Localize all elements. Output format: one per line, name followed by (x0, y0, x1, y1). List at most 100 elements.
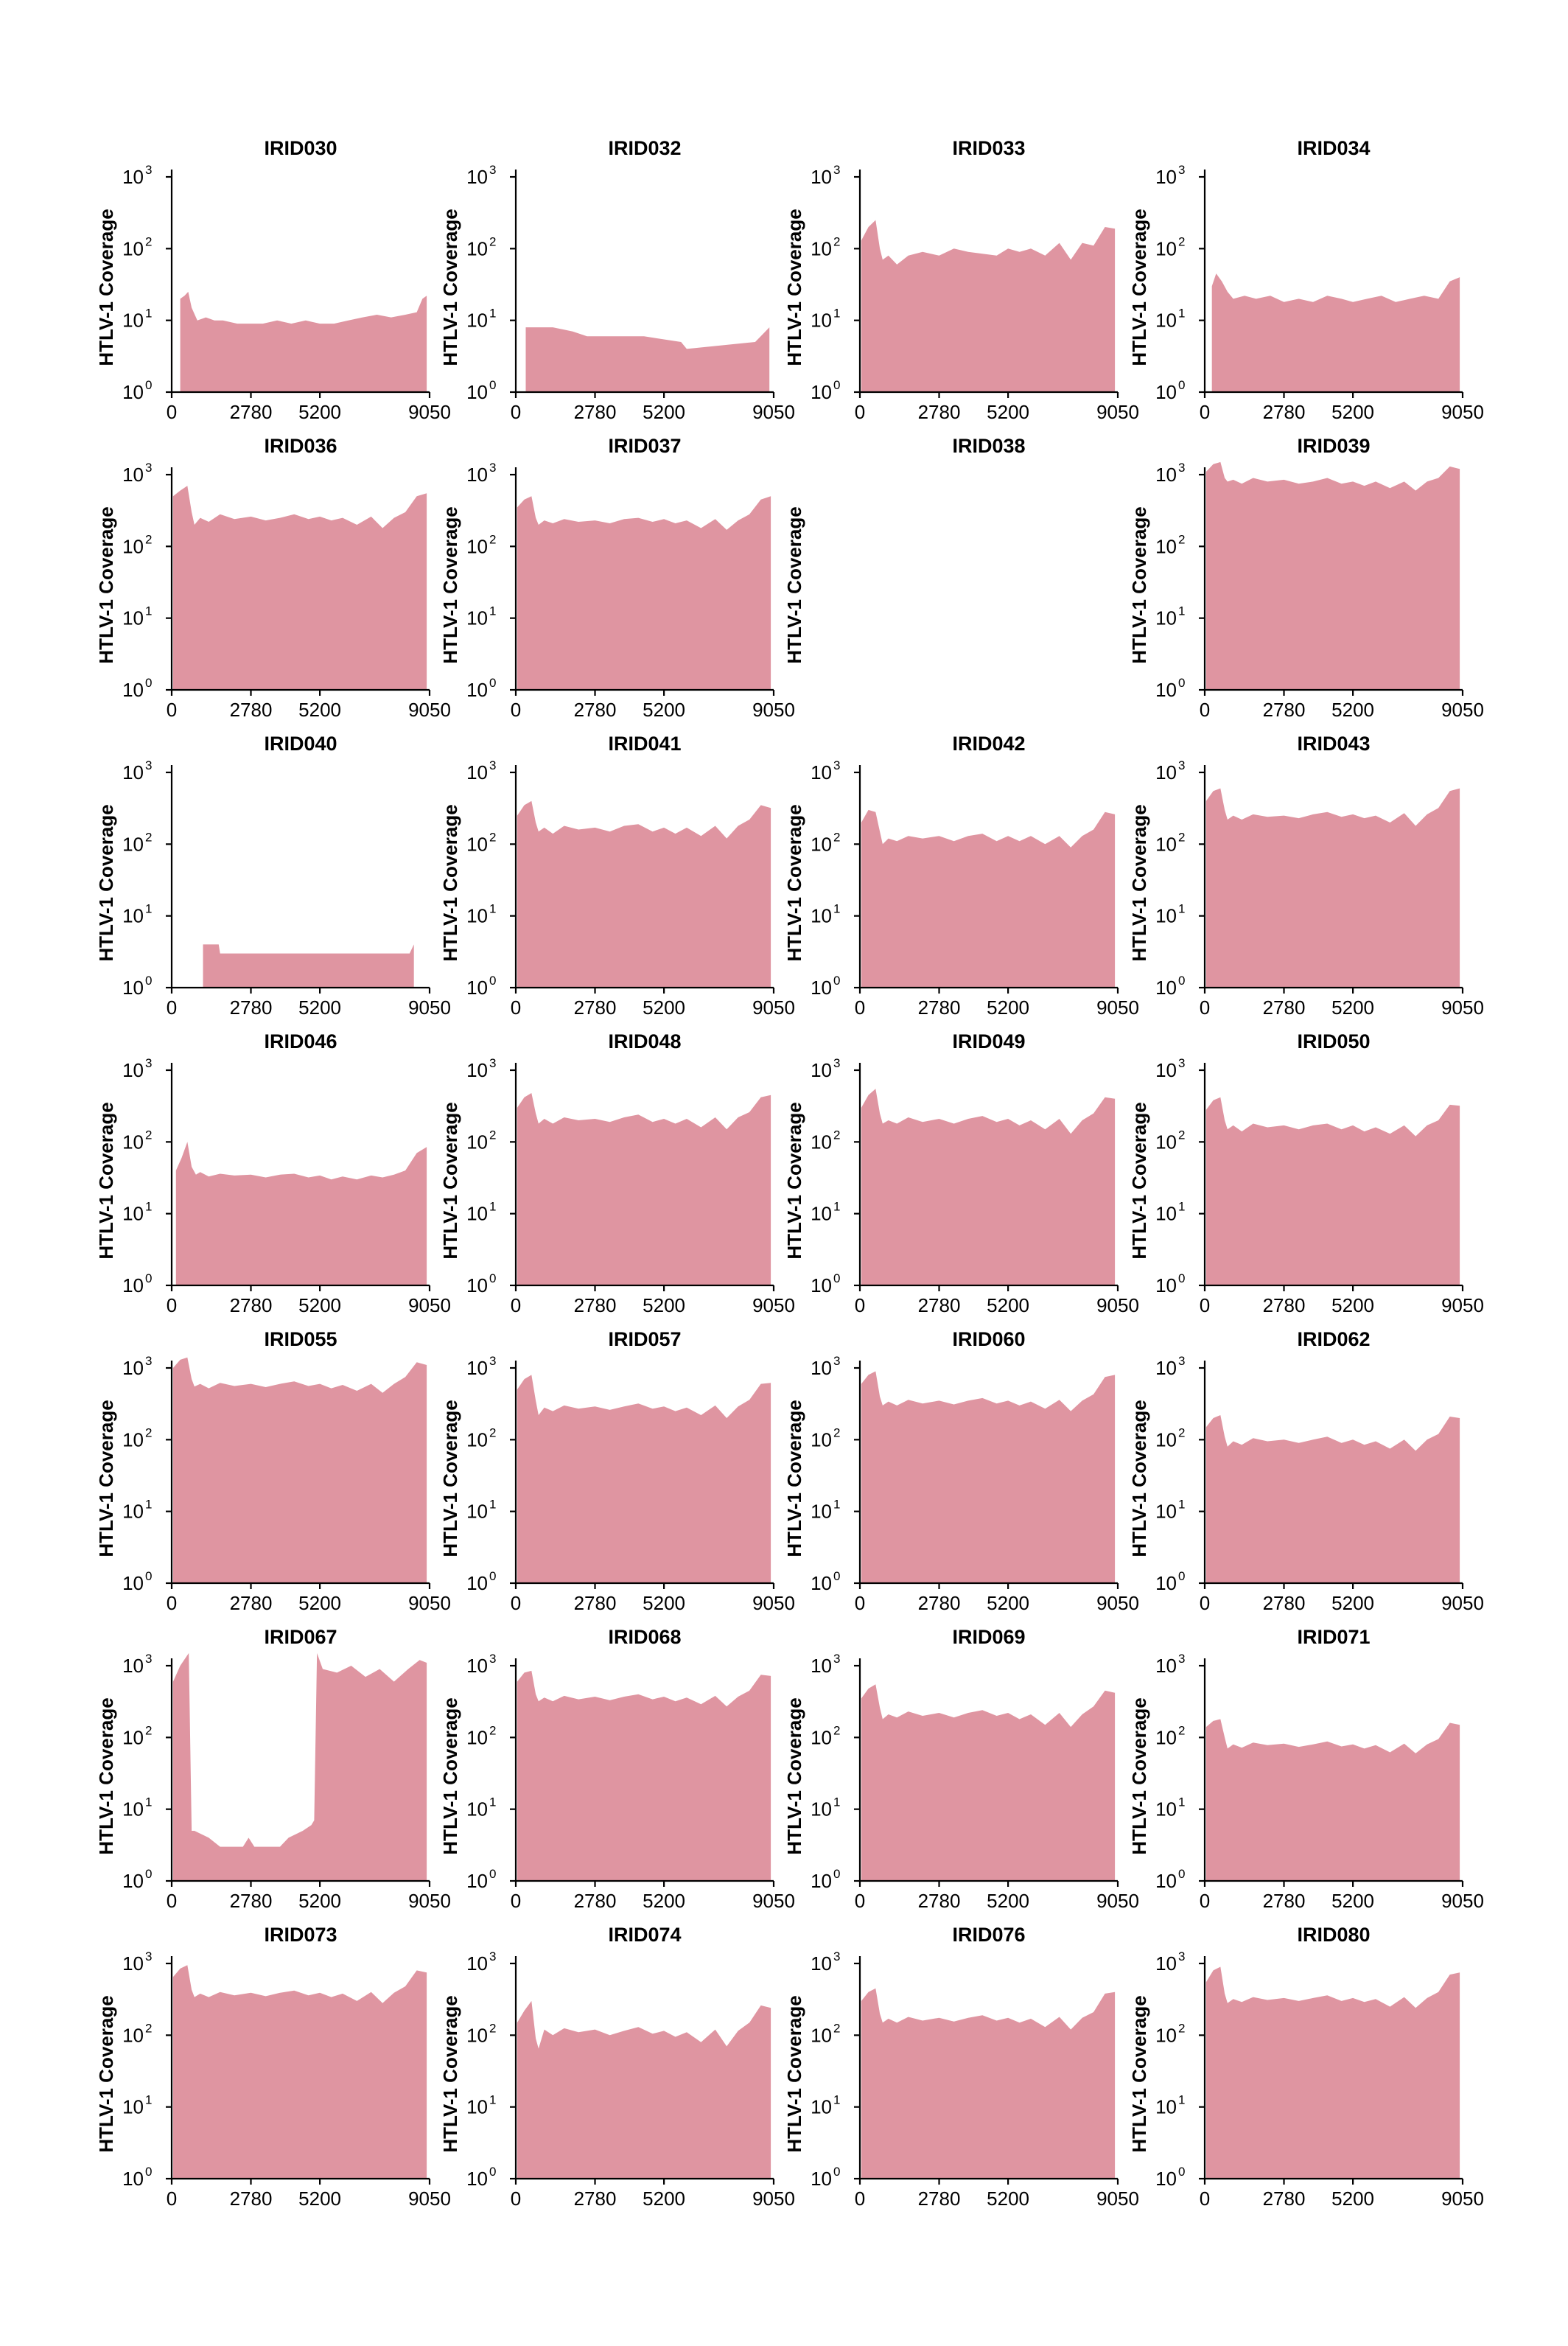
coverage-area (1205, 1966, 1460, 2179)
coverage-area (1211, 273, 1460, 392)
y-tick-label: 10 (466, 977, 488, 999)
y-tick-exponent: 1 (489, 2093, 496, 2107)
y-axis-label: HTLV-1 Coverage (783, 1697, 805, 1854)
y-tick-label: 10 (1155, 1203, 1177, 1225)
y-tick-exponent: 2 (489, 2021, 496, 2035)
panel-title: IRID067 (264, 1626, 337, 1648)
y-tick-label: 10 (466, 237, 488, 259)
y-tick-label: 10 (1155, 310, 1177, 332)
panel-title: IRID050 (1297, 1030, 1370, 1052)
panel-title: IRID074 (608, 1924, 681, 1946)
coverage-area (861, 1988, 1116, 2179)
y-tick-exponent: 3 (489, 1652, 496, 1666)
x-tick-label: 9050 (1096, 1890, 1139, 1912)
x-tick-label: 5200 (643, 2188, 685, 2210)
y-tick-exponent: 1 (145, 2093, 152, 2107)
y-tick-exponent: 3 (1178, 1354, 1185, 1368)
y-tick-exponent: 1 (489, 1498, 496, 1512)
x-tick-label: 5200 (987, 1294, 1029, 1316)
y-tick-label: 10 (466, 1357, 488, 1379)
y-tick-label: 10 (1155, 1357, 1177, 1379)
y-tick-label: 10 (466, 1131, 488, 1153)
x-tick-label: 0 (511, 2188, 521, 2210)
y-tick-exponent: 1 (833, 2093, 840, 2107)
y-tick-label: 10 (1155, 535, 1177, 557)
x-tick-label: 9050 (1441, 699, 1484, 721)
y-axis-label: HTLV-1 Coverage (439, 506, 461, 663)
y-tick-label: 10 (466, 1572, 488, 1594)
y-tick-label: 10 (122, 1726, 144, 1748)
coverage-area (861, 220, 1116, 392)
y-tick-label: 10 (811, 1428, 832, 1450)
x-tick-label: 9050 (1441, 996, 1484, 1019)
y-tick-exponent: 0 (145, 974, 152, 988)
x-tick-label: 9050 (752, 996, 795, 1019)
x-tick-label: 5200 (1331, 1890, 1374, 1912)
y-tick-exponent: 1 (833, 1498, 840, 1512)
panel-title: IRID040 (264, 733, 337, 755)
coverage-area (1205, 788, 1460, 988)
y-tick-exponent: 1 (1178, 1200, 1185, 1214)
y-tick-exponent: 0 (145, 676, 152, 690)
y-tick-exponent: 0 (1178, 676, 1185, 690)
coverage-area (203, 944, 414, 988)
y-tick-label: 10 (122, 1357, 144, 1379)
y-tick-label: 10 (811, 1726, 832, 1748)
x-tick-label: 5200 (987, 2188, 1029, 2210)
y-tick-label: 10 (466, 2096, 488, 2118)
panel-title: IRID060 (952, 1328, 1025, 1350)
x-tick-label: 0 (1200, 2188, 1210, 2210)
y-tick-exponent: 2 (1178, 532, 1185, 546)
x-tick-label: 0 (1200, 996, 1210, 1019)
x-tick-label: 0 (855, 996, 865, 1019)
y-tick-exponent: 0 (833, 1271, 840, 1285)
y-tick-exponent: 3 (1178, 1949, 1185, 1963)
panel-title: IRID042 (952, 733, 1025, 755)
x-tick-label: 5200 (298, 1890, 341, 1912)
y-tick-exponent: 0 (833, 1569, 840, 1583)
y-tick-label: 10 (466, 833, 488, 855)
y-tick-label: 10 (811, 977, 832, 999)
y-tick-label: 10 (1155, 1726, 1177, 1748)
coverage-area (525, 327, 770, 392)
y-tick-exponent: 3 (1178, 163, 1185, 177)
y-tick-exponent: 0 (145, 1867, 152, 1881)
y-tick-label: 10 (466, 761, 488, 783)
x-tick-label: 0 (511, 1294, 521, 1316)
y-tick-exponent: 3 (489, 1354, 496, 1368)
y-tick-label: 10 (122, 166, 144, 188)
x-tick-label: 0 (511, 401, 521, 423)
y-axis-label: HTLV-1 Coverage (783, 1400, 805, 1557)
y-tick-exponent: 3 (1178, 1652, 1185, 1666)
x-tick-label: 5200 (1331, 699, 1374, 721)
y-tick-label: 10 (1155, 1501, 1177, 1523)
y-tick-exponent: 0 (489, 1271, 496, 1285)
x-tick-label: 5200 (987, 996, 1029, 1019)
x-tick-label: 9050 (752, 1592, 795, 1614)
x-tick-label: 9050 (408, 1294, 451, 1316)
y-tick-exponent: 0 (489, 676, 496, 690)
y-tick-label: 10 (811, 1357, 832, 1379)
x-tick-label: 2780 (918, 1592, 961, 1614)
y-tick-exponent: 0 (489, 1867, 496, 1881)
y-tick-exponent: 2 (1178, 1425, 1185, 1439)
x-tick-label: 9050 (1441, 401, 1484, 423)
y-tick-label: 10 (466, 381, 488, 403)
y-tick-exponent: 0 (1178, 2165, 1185, 2179)
y-tick-label: 10 (811, 1798, 832, 1820)
panel-title: IRID069 (952, 1626, 1025, 1648)
x-tick-label: 9050 (1441, 1890, 1484, 1912)
y-tick-label: 10 (466, 1798, 488, 1820)
x-tick-label: 5200 (298, 401, 341, 423)
y-axis-label: HTLV-1 Coverage (1128, 1400, 1150, 1557)
y-tick-exponent: 3 (145, 758, 152, 772)
x-tick-label: 0 (167, 1890, 177, 1912)
